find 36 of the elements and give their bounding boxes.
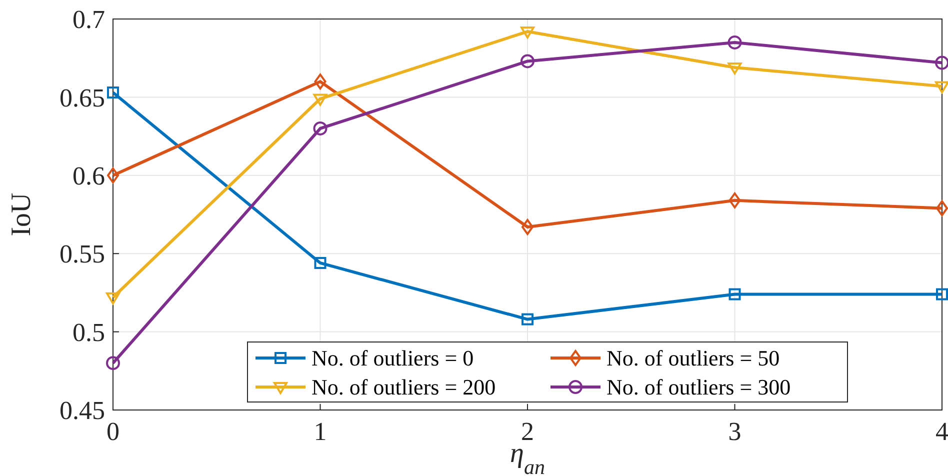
point <box>107 86 119 99</box>
point <box>106 356 120 370</box>
point <box>522 313 534 326</box>
point <box>935 56 948 70</box>
y-tick-label: 0.55 <box>60 240 105 269</box>
legend-label: No. of outliers = 0 <box>312 346 474 371</box>
y-tick-label: 0.45 <box>60 396 105 426</box>
point <box>936 200 948 216</box>
x-tick-label: 4 <box>936 417 948 446</box>
y-axis-title: IoU <box>6 192 37 236</box>
x-tick-label: 1 <box>314 417 327 446</box>
point <box>936 288 948 300</box>
y-tick-label: 0.65 <box>60 83 105 112</box>
point <box>313 121 328 136</box>
y-tick-label: 0.6 <box>72 162 105 190</box>
point <box>520 26 534 39</box>
point <box>728 62 742 74</box>
point <box>106 292 120 304</box>
legend-label: No. of outliers = 300 <box>606 374 791 400</box>
point <box>728 288 741 300</box>
x-tick-label: 0 <box>106 417 120 446</box>
x-tick-label: 2 <box>521 417 534 446</box>
point <box>313 94 328 106</box>
point <box>728 192 741 208</box>
legend-label: No. of outliers = 50 <box>606 346 780 371</box>
point <box>728 35 742 50</box>
point <box>520 54 534 68</box>
point <box>522 219 534 236</box>
point <box>107 167 119 184</box>
y-tick-label: 0.7 <box>72 5 105 34</box>
x-tick-label: 3 <box>728 417 742 446</box>
point <box>314 74 326 90</box>
y-tick-label: 0.5 <box>72 318 105 347</box>
point <box>935 81 948 94</box>
legend-label: No. of outliers = 200 <box>312 374 496 400</box>
point <box>314 256 326 269</box>
